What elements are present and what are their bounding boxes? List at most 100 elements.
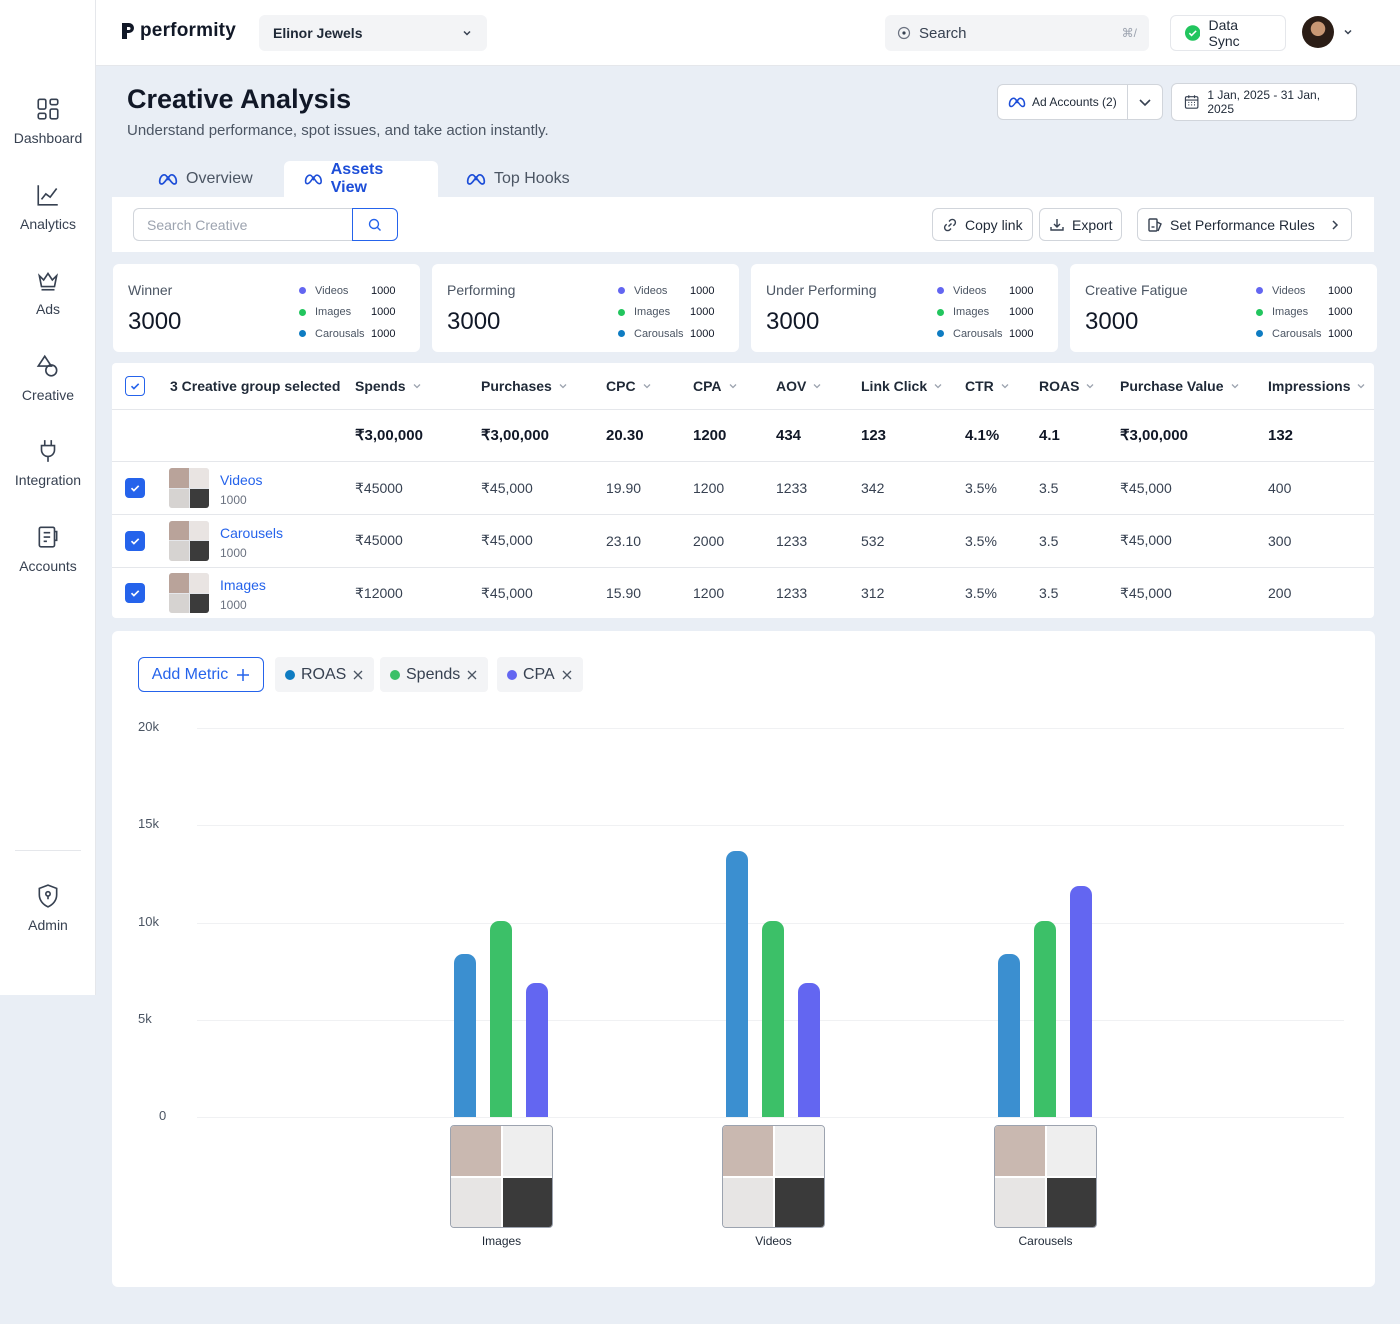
global-search[interactable]: Search ⌘/: [885, 15, 1149, 51]
sidebar-item-integration[interactable]: Integration: [0, 438, 96, 490]
sidebar-item-ads[interactable]: Ads: [0, 267, 96, 319]
category-thumbnail[interactable]: [450, 1125, 553, 1228]
sidebar-item-label: Ads: [35, 301, 61, 317]
sidebar-item-dashboard[interactable]: Dashboard: [0, 96, 96, 148]
column-header-8[interactable]: Purchase Value: [1120, 363, 1240, 409]
chevron-down-icon[interactable]: [933, 381, 943, 391]
logo-icon: [122, 23, 134, 39]
close-icon[interactable]: [466, 669, 478, 681]
tab-label: Assets View: [330, 161, 384, 196]
bar-images-roas[interactable]: [454, 953, 476, 1117]
ad-accounts-select[interactable]: Ad Accounts (2): [997, 84, 1163, 120]
table-cell: ₹45,000: [481, 584, 533, 601]
export-button[interactable]: Export: [1039, 208, 1123, 241]
set-performance-rules-button[interactable]: Set Performance Rules: [1137, 208, 1352, 241]
chevron-down-icon[interactable]: [412, 381, 422, 391]
search-creative-input[interactable]: [133, 208, 353, 241]
metric-chip-roas[interactable]: ROAS: [275, 657, 375, 692]
table-cell: ₹45,000: [481, 479, 533, 496]
sidebar-item-accounts[interactable]: Accounts: [0, 524, 96, 576]
column-header-7[interactable]: ROAS: [1039, 363, 1095, 409]
chevron-down-icon: [1139, 99, 1151, 107]
chevron-down-icon[interactable]: [642, 381, 652, 391]
table-cell: 312: [861, 585, 885, 601]
row-checkbox[interactable]: [125, 478, 145, 498]
avatar[interactable]: [1302, 16, 1334, 48]
column-header-6[interactable]: CTR: [965, 363, 1010, 409]
bar-videos-roas[interactable]: [726, 850, 748, 1117]
tab-top-hooks[interactable]: Top Hooks: [446, 161, 590, 197]
legend-dot: [1256, 308, 1263, 316]
breakdown-name: Carousals: [1272, 327, 1322, 340]
export-label: Export: [1072, 216, 1113, 233]
bar-carousels-spends[interactable]: [1034, 920, 1056, 1117]
plug-icon: [40, 440, 56, 462]
column-header-9[interactable]: Impressions: [1268, 363, 1366, 409]
bar-videos-cpa[interactable]: [798, 982, 820, 1117]
add-metric-button[interactable]: Add Metric: [138, 657, 264, 692]
row-checkbox[interactable]: [125, 530, 145, 551]
table-row-name[interactable]: Images: [220, 577, 266, 593]
column-header-3[interactable]: CPA: [693, 363, 738, 409]
table-row-name[interactable]: Carousels: [220, 524, 284, 541]
sidebar-item-admin[interactable]: Admin: [0, 883, 96, 935]
select-all-checkbox[interactable]: [125, 376, 145, 396]
bar-carousels-cpa[interactable]: [1070, 885, 1092, 1117]
y-tick-label: 15k: [138, 816, 159, 832]
table-cell: 23.10: [606, 532, 642, 549]
breakdown-name: Videos: [634, 284, 668, 297]
chevron-down-icon[interactable]: [1356, 381, 1366, 391]
metric-chip-cpa[interactable]: CPA: [497, 657, 583, 692]
tab-overview[interactable]: Overview: [138, 161, 273, 197]
x-tick-label: Videos: [755, 1234, 792, 1248]
total-cell: 4.1%: [965, 426, 1000, 444]
tab-assets-view[interactable]: Assets View: [284, 161, 438, 197]
table-cell: ₹45,000: [1120, 479, 1172, 496]
chevron-down-icon[interactable]: [728, 381, 738, 391]
bar-videos-spends[interactable]: [762, 920, 784, 1117]
sidebar-item-creative[interactable]: Creative: [0, 353, 96, 405]
chevron-down-icon[interactable]: [558, 381, 568, 391]
chevron-down-icon[interactable]: [1342, 26, 1354, 38]
category-thumbnail[interactable]: [722, 1125, 825, 1228]
column-header-5[interactable]: Link Click: [861, 363, 943, 409]
grid-line: [197, 728, 1344, 729]
table-cell: 1200: [693, 480, 725, 496]
bar-images-spends[interactable]: [490, 920, 512, 1117]
chevron-down-icon[interactable]: [1085, 381, 1095, 391]
table-row-name[interactable]: Videos: [220, 472, 263, 488]
breakdown-row: Videos 1000: [299, 280, 411, 302]
sidebar-item-analytics[interactable]: Analytics: [0, 182, 96, 234]
chevron-down-icon[interactable]: [1230, 381, 1240, 391]
column-header-1[interactable]: Purchases: [481, 363, 568, 409]
bar-images-cpa[interactable]: [526, 982, 548, 1117]
account-select[interactable]: Elinor Jewels: [259, 15, 487, 51]
column-header-label: ROAS: [1039, 378, 1080, 394]
date-range-picker[interactable]: 1 Jan, 2025 - 31 Jan, 2025: [1171, 83, 1357, 121]
search-creative-button[interactable]: [352, 208, 398, 241]
column-header-label: Purchases: [481, 378, 552, 394]
summary-card-value: 3000: [447, 308, 501, 335]
close-icon[interactable]: [352, 669, 364, 681]
total-cell: ₹3,00,000: [481, 427, 549, 444]
column-header-4[interactable]: AOV: [776, 363, 822, 409]
column-header-0[interactable]: Spends: [355, 363, 422, 409]
data-sync-button[interactable]: Data Sync: [1170, 15, 1286, 51]
row-checkbox[interactable]: [125, 583, 145, 603]
copy-link-button[interactable]: Copy link: [932, 208, 1033, 241]
chevron-down-icon[interactable]: [1000, 381, 1010, 391]
column-header-2[interactable]: CPC: [606, 363, 652, 409]
chevron-down-icon[interactable]: [812, 381, 822, 391]
total-cell: 1200: [693, 426, 727, 444]
category-thumbnail[interactable]: [994, 1125, 1097, 1228]
summary-card-breakdown: Videos 1000 Images 1000 Carousals 1000: [299, 280, 411, 345]
summary-card-title: Creative Fatigue: [1085, 282, 1188, 298]
bar-carousels-roas[interactable]: [998, 953, 1020, 1117]
table-divider: [112, 461, 1374, 462]
metric-chip-spends[interactable]: Spends: [380, 657, 489, 692]
close-icon[interactable]: [561, 669, 573, 681]
column-header-label: CPA: [693, 378, 722, 394]
legend-dot: [937, 287, 944, 295]
column-header-label: CTR: [965, 378, 994, 394]
ad-accounts-toggle[interactable]: [1128, 85, 1162, 119]
